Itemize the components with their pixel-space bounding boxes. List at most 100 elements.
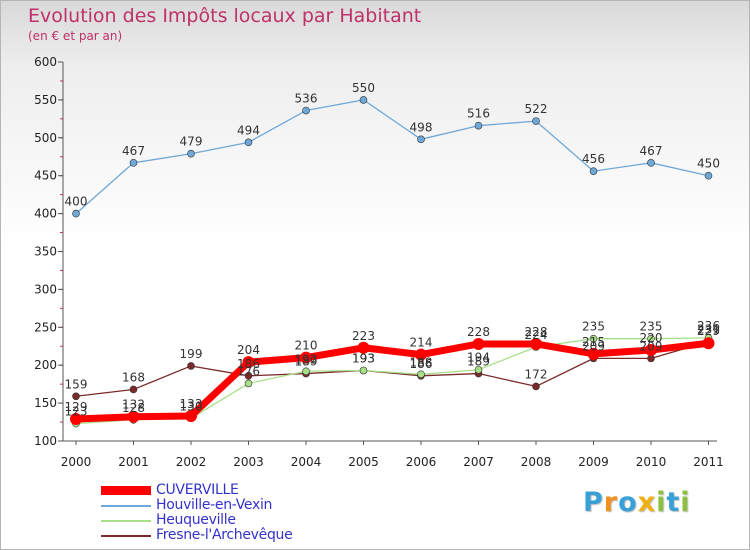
y-tick-label: 450 (34, 169, 57, 183)
data-point (244, 379, 253, 388)
data-point (242, 356, 255, 369)
x-tick-label: 2003 (233, 455, 264, 469)
data-label: 467 (122, 144, 145, 158)
data-point (185, 409, 197, 422)
data-label: 189 (295, 355, 318, 369)
legend-swatch (101, 535, 151, 537)
data-point (417, 135, 425, 144)
data-point (474, 365, 483, 374)
y-tick-label: 300 (34, 282, 57, 296)
data-point (359, 96, 368, 104)
data-label: 188 (410, 355, 433, 369)
data-point (532, 382, 540, 391)
data-label: 176 (237, 364, 260, 378)
chart-title: Evolution des Impôts locaux par Habitant (28, 5, 422, 27)
data-label: 172 (525, 367, 548, 381)
series-cuverville (70, 337, 715, 426)
y-tick-label: 150 (34, 396, 57, 410)
data-point (647, 159, 655, 167)
data-label: 130 (180, 399, 203, 413)
data-point (359, 366, 368, 375)
data-label: 235 (582, 320, 605, 334)
data-point (129, 385, 138, 394)
y-tick-label: 400 (34, 207, 57, 221)
data-point (587, 347, 600, 360)
data-point (129, 159, 138, 167)
x-tick-label: 2005 (348, 455, 379, 469)
data-label: 214 (410, 336, 433, 350)
y-tick-label: 200 (34, 358, 57, 372)
data-point (357, 341, 370, 354)
data-label: 123 (65, 405, 88, 419)
data-label: 494 (237, 123, 260, 137)
x-tick-label: 2001 (118, 455, 149, 469)
data-label: 516 (467, 107, 490, 121)
data-label: 129 (65, 400, 88, 414)
data-point (472, 337, 485, 350)
data-point (474, 121, 483, 130)
legend-swatch (101, 486, 151, 495)
x-tick-label: 2009 (578, 455, 609, 469)
data-label: 204 (237, 343, 260, 357)
data-point (72, 392, 80, 401)
data-label: 235 (640, 320, 663, 334)
brand-letter: o (618, 487, 638, 518)
x-tick-label: 2004 (291, 455, 322, 469)
brand-letter: P (583, 487, 604, 518)
legend-swatch (101, 520, 151, 522)
data-label: 550 (352, 81, 375, 95)
x-tick-label: 2007 (463, 455, 494, 469)
brand-letter: x (637, 487, 657, 518)
x-tick-label: 2011 (693, 455, 724, 469)
data-point (187, 362, 195, 370)
data-labels-layer: 129 132 133 204 210 223 214 228 228 215 220 229 400 4… (65, 81, 720, 419)
data-label: 498 (410, 120, 433, 134)
x-tick-label: 2000 (61, 455, 92, 469)
data-label: 467 (640, 144, 663, 158)
series-line (75, 341, 709, 397)
brand-letter: i (680, 487, 691, 518)
data-point (532, 117, 540, 125)
data-label: 223 (352, 329, 375, 343)
data-label: 456 (582, 152, 605, 166)
data-label: 186 (410, 357, 433, 371)
legend-swatch (101, 505, 151, 507)
data-label: 128 (122, 401, 145, 415)
data-point (302, 367, 310, 376)
data-point (70, 413, 82, 426)
data-label: 209 (640, 339, 663, 353)
axes: 100 150 200 250 300 350 400 450 500 550 600 2000 200… (34, 55, 724, 469)
data-label: 236 (697, 319, 720, 333)
data-point (589, 334, 598, 343)
data-label: 228 (525, 325, 548, 339)
series-layer (70, 96, 715, 428)
data-label: 192 (295, 352, 318, 366)
data-label: 450 (697, 157, 720, 171)
data-point (244, 372, 253, 380)
data-label: 186 (237, 357, 260, 371)
legend-label: Heuqueville (156, 512, 236, 528)
data-point (244, 138, 253, 147)
series-line (75, 99, 709, 215)
data-label: 522 (525, 102, 548, 116)
data-point (589, 167, 598, 175)
brand-letter: r (603, 487, 619, 518)
data-point (415, 348, 427, 361)
data-label: 189 (467, 355, 490, 369)
y-tick-label: 250 (34, 320, 57, 334)
data-label: 215 (582, 335, 605, 349)
data-label: 193 (352, 352, 375, 366)
data-label: 231 (697, 323, 720, 337)
y-tick-label: 600 (34, 55, 57, 69)
x-tick-label: 2010 (636, 455, 667, 469)
data-label: 400 (65, 195, 88, 209)
data-point (645, 344, 657, 357)
y-tick-label: 100 (34, 434, 57, 448)
y-tick-label: 350 (34, 245, 57, 259)
data-label: 220 (640, 331, 663, 345)
x-tick-label: 2006 (406, 455, 437, 469)
y-tick-label: 550 (34, 93, 57, 107)
data-label: 224 (525, 328, 548, 342)
data-label: 228 (467, 325, 490, 339)
data-point (702, 337, 715, 350)
